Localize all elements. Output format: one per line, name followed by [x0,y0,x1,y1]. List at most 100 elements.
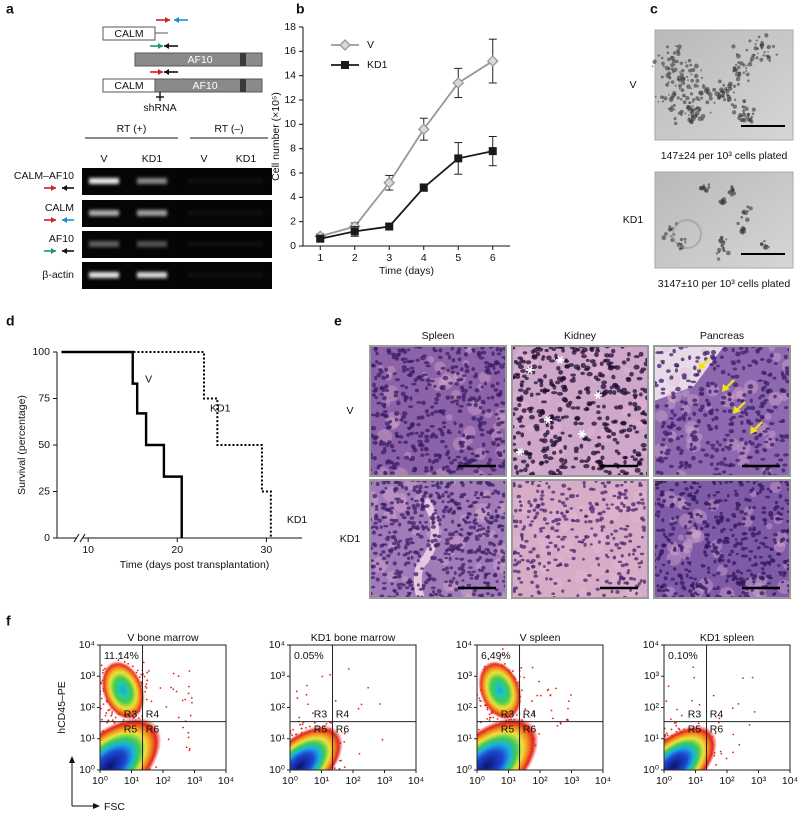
nucleus [518,508,523,512]
gel-band [137,178,167,184]
nucleus [560,492,565,496]
event-dot [675,724,678,727]
nucleus [430,525,436,529]
tissue-pink [623,367,632,375]
nucleus [451,358,456,363]
x-axis-label: Time (days post transplantation) [120,559,270,571]
tissue-pink [592,541,604,554]
colony-cell [702,184,706,187]
nucleus [390,352,397,356]
nucleus [580,350,585,355]
colony-cell [735,63,738,66]
nucleus [744,497,749,502]
nucleus [440,366,446,370]
x-tick-label: 10⁴ [595,775,611,787]
nucleus [485,505,491,509]
gel-row-label: AF10 [49,233,74,245]
event-dot [556,724,559,727]
nucleus [518,500,522,504]
nucleus [671,394,677,400]
nucleus [499,420,505,424]
nucleus [556,418,562,422]
tissue-pink [530,523,540,534]
nucleus [404,385,408,390]
nucleus [773,540,777,545]
nucleus [676,436,680,441]
nucleus [712,360,718,364]
tile-border [511,479,649,599]
axis-break [79,533,86,543]
nucleus [738,481,743,484]
nucleus [687,385,693,389]
nucleus [693,577,697,581]
colony-cell [720,201,724,206]
nucleus [575,518,580,523]
nucleus [437,454,443,457]
nucleus [639,457,644,462]
colony-cell [745,67,748,70]
nucleus [764,545,770,549]
nucleus [493,371,498,375]
colony-cell [760,47,763,50]
nucleus [739,541,743,546]
nucleus [371,393,376,397]
nucleus [421,400,426,406]
nucleus [512,457,518,461]
colony-cell [665,82,670,87]
nucleus [461,517,466,522]
primer-arrow-head [51,217,56,223]
nucleus [513,550,517,554]
event-dot [330,722,333,725]
nucleus [634,557,639,561]
nucleus [640,443,647,448]
nucleus [773,394,777,399]
nucleus [777,486,781,490]
nucleus [746,569,752,572]
nucleus [740,571,744,575]
event-dot [559,721,562,724]
nucleus [714,425,719,430]
nucleus [568,363,575,367]
nucleus [471,367,475,371]
nucleus [548,541,553,545]
nucleus [468,525,474,530]
nucleus [660,391,666,395]
nucleus [500,549,504,554]
event-dot [539,694,542,697]
nucleus [390,535,395,539]
colony-cell [717,247,722,252]
nucleus [389,506,394,510]
nucleus [410,497,414,501]
colony-cell [691,67,696,73]
point [452,77,465,89]
nucleus [408,550,413,554]
nucleus [498,464,504,469]
nucleus [467,398,472,402]
colony-cell [700,69,703,72]
nucleus [520,380,525,384]
nucleus [398,539,403,543]
nucleus [721,558,725,562]
nucleus [545,545,550,549]
nucleus [719,460,725,466]
nucleus [431,521,435,526]
nucleus [413,377,418,383]
nucleus [370,425,377,431]
nucleus [405,360,411,363]
nucleus [374,375,378,381]
nucleus [419,547,424,552]
tissue-pink [689,526,702,538]
nucleus [516,551,520,555]
nucleus [606,507,611,510]
event-dot [378,703,381,705]
event-dot [184,698,187,701]
nucleus [655,404,660,409]
nucleus [527,500,531,505]
nucleus [392,576,398,579]
nucleus [542,387,547,393]
nucleus [695,373,700,377]
event-dot [172,672,175,675]
nucleus [751,576,757,581]
nucleus [786,538,790,543]
nucleus [451,470,457,474]
